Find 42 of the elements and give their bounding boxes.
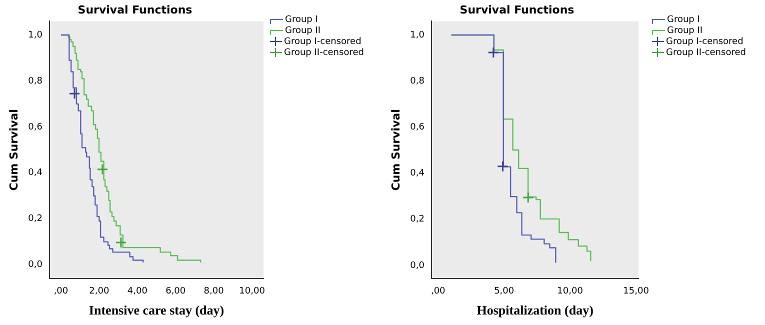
y-tick-label: 0,8 bbox=[28, 76, 43, 86]
y-axis-title: Cum Survival bbox=[7, 109, 20, 191]
chart-title: Survival Functions bbox=[460, 3, 575, 16]
point bbox=[497, 160, 509, 172]
point bbox=[96, 164, 108, 176]
y-tick-label: 1,0 bbox=[28, 30, 43, 40]
x-tick-label: ,00 bbox=[54, 286, 68, 296]
legend-label: Group I bbox=[285, 14, 318, 24]
legend-label: Group II bbox=[285, 26, 321, 36]
point bbox=[68, 88, 80, 100]
y-tick-label: 0,4 bbox=[410, 168, 425, 179]
legend-label: Group II-censored bbox=[666, 48, 746, 58]
x-tick-label: 8,00 bbox=[204, 286, 224, 296]
x-tick-label: 15,00 bbox=[623, 286, 650, 296]
x-tick-label: 10,00 bbox=[239, 286, 266, 296]
legend-label: Group II bbox=[667, 26, 703, 36]
point bbox=[488, 46, 500, 58]
y-tick-label: 0,2 bbox=[410, 214, 425, 225]
point bbox=[522, 192, 534, 204]
x-axis-title: Intensive care stay (day) bbox=[88, 302, 224, 318]
legend-label: Group II-censored bbox=[284, 48, 364, 58]
x-axis-title: Hospitalization (day) bbox=[476, 302, 594, 318]
x-tick-label: 4,00 bbox=[127, 286, 148, 296]
y-tick-label: 0,0 bbox=[410, 260, 425, 271]
y-tick-label: 0,4 bbox=[28, 168, 43, 178]
y-tick-label: 1,0 bbox=[410, 30, 425, 40]
legend-label: Group I bbox=[667, 14, 700, 24]
y-tick-label: 0,0 bbox=[28, 260, 43, 270]
x-tick-label: ,00 bbox=[430, 286, 446, 296]
legend-label: Group I-censored bbox=[666, 36, 744, 46]
y-tick-label: 0,2 bbox=[28, 214, 43, 224]
x-tick-label: 10,00 bbox=[557, 286, 584, 296]
y-tick-label: 0,6 bbox=[410, 122, 425, 133]
point bbox=[115, 236, 127, 248]
legend-label: Group I-censored bbox=[284, 36, 362, 46]
chart-title: Survival Functions bbox=[78, 3, 193, 16]
x-tick-label: 6,00 bbox=[166, 286, 186, 296]
y-axis-title: Cum Survival bbox=[389, 109, 402, 191]
y-tick-label: 0,6 bbox=[28, 122, 43, 132]
x-tick-label: 5,00 bbox=[494, 286, 514, 296]
x-tick-label: 2,00 bbox=[89, 286, 110, 296]
y-tick-label: 0,8 bbox=[410, 76, 425, 86]
